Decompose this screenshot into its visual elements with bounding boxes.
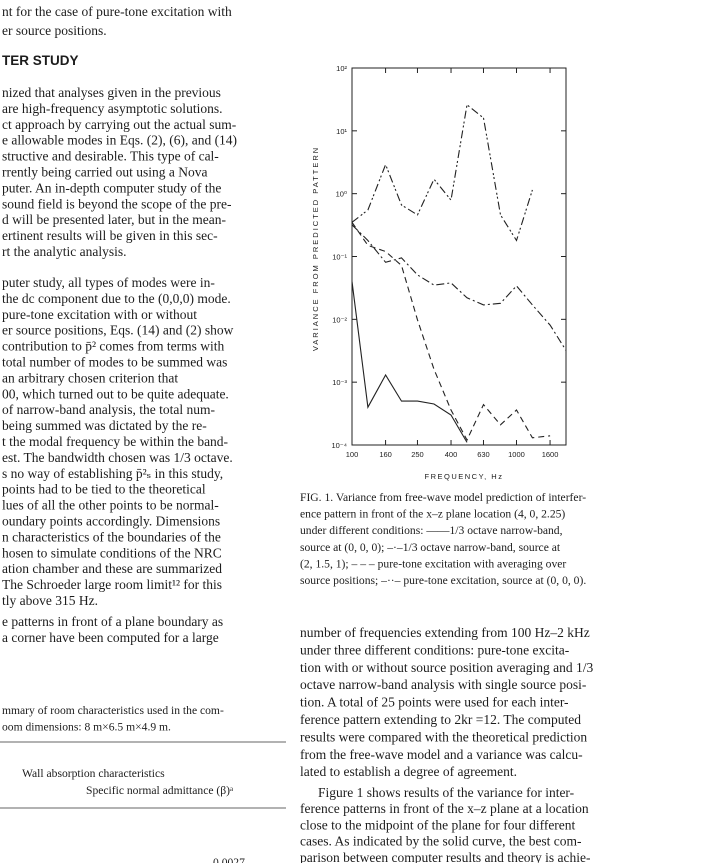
y-tick-label: 10⁻³ <box>332 378 347 387</box>
text-line: ct approach by carrying out the actual s… <box>2 117 237 132</box>
y-tick-label: 10¹ <box>336 127 347 136</box>
text-line: pure-tone excitation with or without <box>2 307 197 322</box>
table-header: Specific normal admittance (β)ᵃ <box>86 784 233 797</box>
y-tick-label: 10⁻⁴ <box>331 441 347 450</box>
text-line: being summed was dictated by the re- <box>2 418 207 433</box>
x-tick-label: 1600 <box>542 450 559 459</box>
text-line: er source positions. <box>2 23 107 38</box>
text-line: octave narrow-band analysis with single … <box>300 677 587 692</box>
text-line: e patterns in front of a plane boundary … <box>2 614 223 629</box>
text-line: an arbitrary chosen criterion that <box>2 370 178 385</box>
figure-caption: source positions; –··– pure-tone excitat… <box>300 574 586 587</box>
figure-caption: FIG. 1. Variance from free-wave model pr… <box>300 491 586 504</box>
text-line: tly above 315 Hz. <box>2 593 98 608</box>
text-line: sound field is beyond the scope of the p… <box>2 196 232 211</box>
text-line: close to the midpoint of the plane for f… <box>300 817 576 832</box>
section-heading: TER STUDY <box>2 53 79 68</box>
x-tick-label: 250 <box>411 450 424 459</box>
text-line: oundary points accordingly. Dimensions <box>2 514 220 529</box>
figure-caption: (2, 1.5, 1); – – – pure-tone excitation … <box>300 557 566 570</box>
text-line: of narrow-band analysis, the total num- <box>2 402 215 417</box>
text-line: d will be presented later, but in the me… <box>2 212 227 227</box>
text-line: the dc component due to the (0,0,0) mode… <box>2 291 231 306</box>
figure-caption: ence pattern in front of the x–z plane l… <box>300 508 565 521</box>
text-line: lated to establish a degree of agreement… <box>300 764 517 779</box>
y-tick-label: 10⁻¹ <box>332 253 347 262</box>
text-line: The Schroeder large room limit¹² for thi… <box>2 577 222 592</box>
table-caption: mmary of room characteristics used in th… <box>2 704 224 717</box>
data-line <box>351 281 468 443</box>
text-line: tion. A total of 25 points were used for… <box>300 695 569 710</box>
text-line: s no way of establishing p̄²ₛ in this st… <box>2 466 223 481</box>
x-tick-label: 630 <box>477 450 490 459</box>
text-line: rrently being carried out using a Nova <box>2 165 207 180</box>
x-tick-label: 100 <box>346 450 359 459</box>
text-line: under three different conditions: pure-t… <box>300 642 570 657</box>
text-line: puter. An in-depth computer study of the <box>2 180 221 195</box>
figure-caption: source at (0, 0, 0); –·–1/3 octave narro… <box>300 541 561 554</box>
x-tick-label: 160 <box>379 450 392 459</box>
data-line <box>351 224 567 351</box>
text-line: er source positions, Eqs. (14) and (2) s… <box>2 323 234 338</box>
y-axis-label: VARIANCE FROM PREDICTED PATTERN <box>311 146 320 351</box>
table-cell: 0.0027 <box>213 856 245 863</box>
text-line: contribution to p̄² comes from terms wit… <box>2 339 225 354</box>
y-tick-label: 10² <box>336 64 347 73</box>
text-line: lues of all the other points to be norma… <box>2 498 219 513</box>
x-axis-label: FREQUENCY, Hz <box>425 472 504 481</box>
text-line: a corner have been computed for a large <box>2 630 219 645</box>
data-line <box>351 221 551 442</box>
x-tick-label: 1000 <box>508 450 525 459</box>
text-line: e allowable modes in Eqs. (2), (6), and … <box>2 133 237 148</box>
text-line: tion with or without source position ave… <box>300 660 593 675</box>
table-caption: oom dimensions: 8 m×6.5 m×4.9 m. <box>2 721 171 734</box>
text-line: results were compared with the theoretic… <box>300 729 587 744</box>
text-line: structive and desirable. This type of ca… <box>2 149 219 164</box>
text-line: 00, which turned out to be quite adequat… <box>2 386 229 401</box>
text-line: ference pattern extending to 2kr =12. Th… <box>300 712 581 727</box>
text-line: n characteristics of the boundaries of t… <box>2 529 221 544</box>
table-header: Wall absorption characteristics <box>22 767 165 780</box>
text-line: parison between computer results and the… <box>300 850 591 863</box>
text-line: t the modal frequency be within the band… <box>2 434 229 449</box>
text-line: are high-frequency asymptotic solutions. <box>2 101 222 116</box>
figure-caption: under different conditions: ——1/3 octave… <box>300 524 563 537</box>
text-line: nt for the case of pure-tone excitation … <box>2 4 232 19</box>
text-line: ertinent results will be given in this s… <box>2 228 218 243</box>
text-line: nized that analyses given in the previou… <box>2 85 221 100</box>
y-tick-label: 10⁻² <box>332 315 347 324</box>
text-line: Figure 1 shows results of the variance f… <box>318 785 575 800</box>
text-line: ation chamber and these are summarized <box>2 561 222 576</box>
y-tick-label: 10⁰ <box>336 190 347 199</box>
text-line: number of frequencies extending from 100… <box>300 625 590 640</box>
text-line: ference patterns in front of the x–z pla… <box>300 801 589 816</box>
text-line: total number of modes to be summed was <box>2 355 227 370</box>
text-line: points had to be tied to the theoretical <box>2 482 206 497</box>
data-line <box>351 103 533 242</box>
text-line: cases. As indicated by the solid curve, … <box>300 834 582 849</box>
text-line: puter study, all types of modes were in- <box>2 275 215 290</box>
text-line: hosen to simulate conditions of the NRC <box>2 545 222 560</box>
text-line: est. The bandwidth chosen was 1/3 octave… <box>2 450 233 465</box>
text-line: from the free-wave model and a variance … <box>300 747 583 762</box>
text-line: rt the analytic analysis. <box>2 244 126 259</box>
x-tick-label: 400 <box>445 450 458 459</box>
